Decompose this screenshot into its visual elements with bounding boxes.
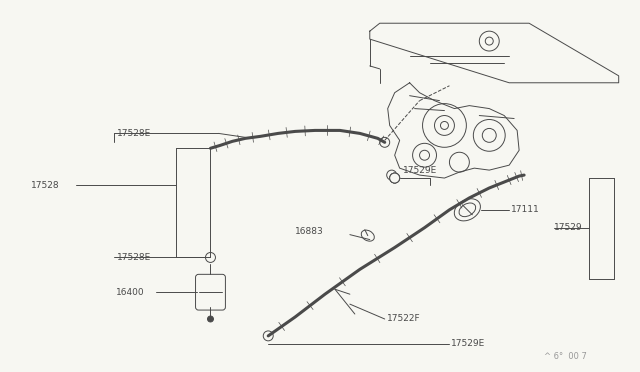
Text: 16400: 16400 [116,288,145,297]
FancyBboxPatch shape [196,274,225,310]
Text: 17529E: 17529E [451,339,486,348]
Text: 17528: 17528 [31,180,60,189]
Circle shape [263,331,273,341]
Circle shape [390,173,399,183]
Text: 17528E: 17528E [117,129,151,138]
Text: 17528E: 17528E [117,253,151,262]
Text: ^ 6°  00 7: ^ 6° 00 7 [544,352,587,361]
Text: 17529: 17529 [554,223,582,232]
Circle shape [207,316,214,322]
Circle shape [390,173,399,183]
Circle shape [380,137,390,147]
Text: 17522F: 17522F [387,314,420,324]
Text: 17529E: 17529E [403,166,437,175]
Text: 17111: 17111 [511,205,540,214]
Circle shape [390,173,399,183]
Text: 16883: 16883 [295,227,324,236]
Circle shape [205,253,216,262]
